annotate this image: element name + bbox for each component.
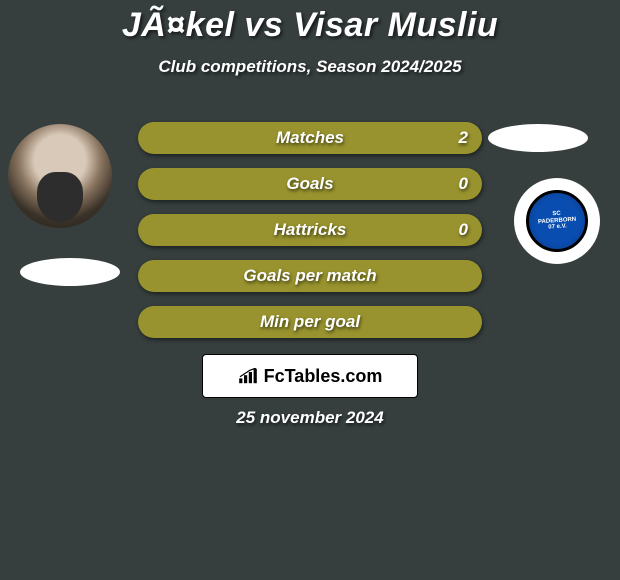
brand-box[interactable]: FcTables.com (202, 354, 418, 398)
chart-icon (238, 368, 258, 384)
club-logo-text: SC PADERBORN 07 e.V. (537, 210, 577, 232)
stat-label: Hattricks (274, 220, 347, 240)
page-title: JÃ¤kel vs Visar Musliu (0, 6, 620, 45)
stat-label: Goals (286, 174, 333, 194)
stat-label: Goals per match (243, 266, 376, 286)
page-subtitle: Club competitions, Season 2024/2025 (0, 57, 620, 77)
stats-container: Matches 2 Goals 0 Hattricks 0 Goals per … (138, 122, 482, 352)
stat-label: Matches (276, 128, 344, 148)
club-logo-line3: 07 e.V. (548, 224, 567, 231)
stat-value-right: 0 (459, 174, 468, 194)
pill-right (488, 124, 588, 152)
date-text: 25 november 2024 (0, 408, 620, 428)
stat-label: Min per goal (260, 312, 360, 332)
stat-row-matches: Matches 2 (138, 122, 482, 154)
club-logo-inner: SC PADERBORN 07 e.V. (526, 190, 588, 252)
player-photo-left (8, 124, 112, 228)
brand-text: FcTables.com (264, 366, 383, 387)
stat-value-right: 2 (459, 128, 468, 148)
stat-row-min-per-goal: Min per goal (138, 306, 482, 338)
pill-left (20, 258, 120, 286)
stat-value-right: 0 (459, 220, 468, 240)
stat-row-hattricks: Hattricks 0 (138, 214, 482, 246)
header: JÃ¤kel vs Visar Musliu Club competitions… (0, 0, 620, 77)
stat-row-goals: Goals 0 (138, 168, 482, 200)
club-logo-right: SC PADERBORN 07 e.V. (514, 178, 600, 264)
stat-row-goals-per-match: Goals per match (138, 260, 482, 292)
